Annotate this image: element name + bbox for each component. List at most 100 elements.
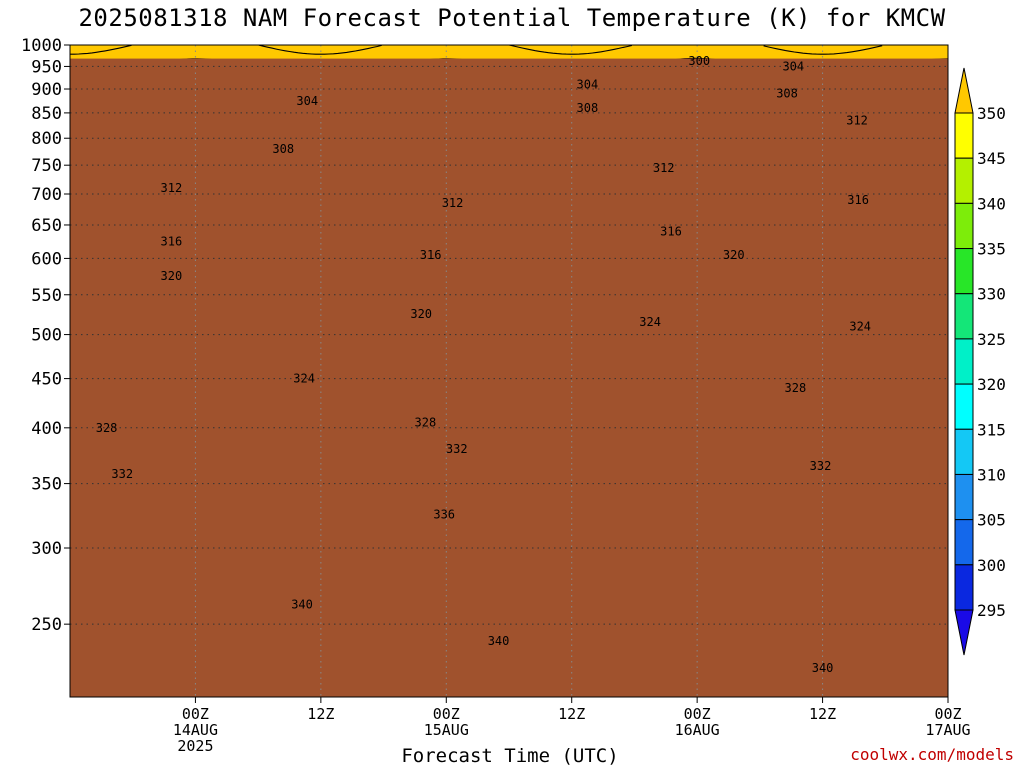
fill-cell [707, 53, 719, 62]
fill-cell [383, 45, 395, 54]
fill-cell [488, 45, 500, 54]
fill-cell [80, 45, 92, 54]
fill-cell [101, 53, 113, 62]
fill-cell [404, 45, 416, 54]
fill-cell [592, 45, 604, 54]
fill-cell [592, 53, 604, 62]
fill-cell [143, 45, 155, 54]
fill-cell [184, 53, 197, 62]
fill-cell [132, 45, 144, 54]
fill-cell [707, 45, 719, 54]
fill-cell [582, 45, 594, 54]
fill-cell [488, 53, 500, 62]
fill-cell [205, 53, 217, 62]
fill-cell [623, 53, 636, 62]
fill-cell [111, 53, 123, 62]
fill-cell [174, 53, 186, 62]
fill-cell [571, 53, 583, 62]
fill-cell [80, 53, 92, 62]
fill-cell [665, 53, 677, 62]
fill-cell [655, 53, 667, 62]
fill-cell [132, 53, 144, 62]
fill-cell [383, 53, 395, 62]
fill-cell [477, 53, 489, 62]
fill-cell [299, 53, 311, 62]
fill-cell [299, 45, 311, 54]
fill-cell [268, 53, 280, 62]
fill-cell [529, 53, 541, 62]
fill-cell [279, 45, 291, 54]
fill-cell [362, 45, 374, 54]
fill-cell [90, 45, 102, 54]
fill-cell [268, 45, 280, 54]
fill-cell [373, 53, 385, 62]
fill-cell [331, 45, 343, 54]
fill-cell [111, 45, 123, 54]
fill-cell [101, 45, 113, 54]
fill-cell [456, 45, 468, 54]
fill-cell [289, 53, 301, 62]
fill-cell [258, 45, 270, 54]
fill-cell [697, 45, 709, 54]
fill-cell [561, 45, 573, 54]
fill-cell [686, 45, 698, 54]
fill-cell [550, 45, 562, 54]
fill-cell [373, 45, 385, 54]
fill-cell [718, 45, 730, 54]
fill-cell [571, 45, 583, 54]
fill-cell [425, 45, 437, 54]
fill-cell [258, 53, 270, 62]
fill-cell [362, 53, 374, 62]
fill-cell [456, 53, 468, 62]
fill-cell [143, 53, 155, 62]
fill-cell [644, 45, 656, 54]
fill-cell [425, 53, 437, 62]
fill-cell [70, 45, 82, 54]
fill-cell [184, 45, 197, 54]
fill-cell [613, 53, 625, 62]
fill-cell [603, 45, 615, 54]
fill-cell [613, 45, 625, 54]
fill-cell [70, 53, 82, 62]
fill-cell [279, 53, 291, 62]
fill-cell [446, 53, 458, 62]
fill-cell [195, 45, 207, 54]
fill-cell [237, 45, 249, 54]
fill-cell [122, 53, 134, 62]
fill-cell [289, 45, 301, 54]
fill-cell [394, 45, 406, 54]
fill-cell [467, 45, 479, 54]
fill-cell [310, 45, 322, 54]
fill-cell [216, 53, 228, 62]
fill-cell [414, 53, 426, 62]
fill-cell [623, 45, 636, 54]
fill-cell [226, 53, 238, 62]
fill-cell [205, 45, 217, 54]
fill-cell [498, 45, 510, 54]
fill-cell [686, 53, 698, 62]
fill-cell [164, 53, 176, 62]
fill-cell [226, 45, 238, 54]
fill-cell [477, 45, 489, 54]
fill-cell [509, 45, 521, 54]
fill-cell [341, 45, 353, 54]
chart-title: 2025081318 NAM Forecast Potential Temper… [78, 4, 946, 32]
fill-cell [634, 45, 646, 54]
fill-cell [561, 53, 573, 62]
fill-cell [519, 53, 531, 62]
fill-cell [529, 45, 541, 54]
fill-cell [216, 45, 228, 54]
fill-cell [394, 53, 406, 62]
fill-cell [550, 53, 562, 62]
fill-cell [153, 53, 165, 62]
fill-cell [644, 53, 656, 62]
fill-cell [435, 45, 447, 54]
fill-cell [676, 45, 688, 54]
fill-cell [718, 53, 730, 62]
fill-cell [164, 45, 176, 54]
fill-cell [665, 45, 677, 54]
fill-cell [195, 53, 207, 62]
fill-cell [331, 53, 343, 62]
fill-cell [153, 45, 165, 54]
